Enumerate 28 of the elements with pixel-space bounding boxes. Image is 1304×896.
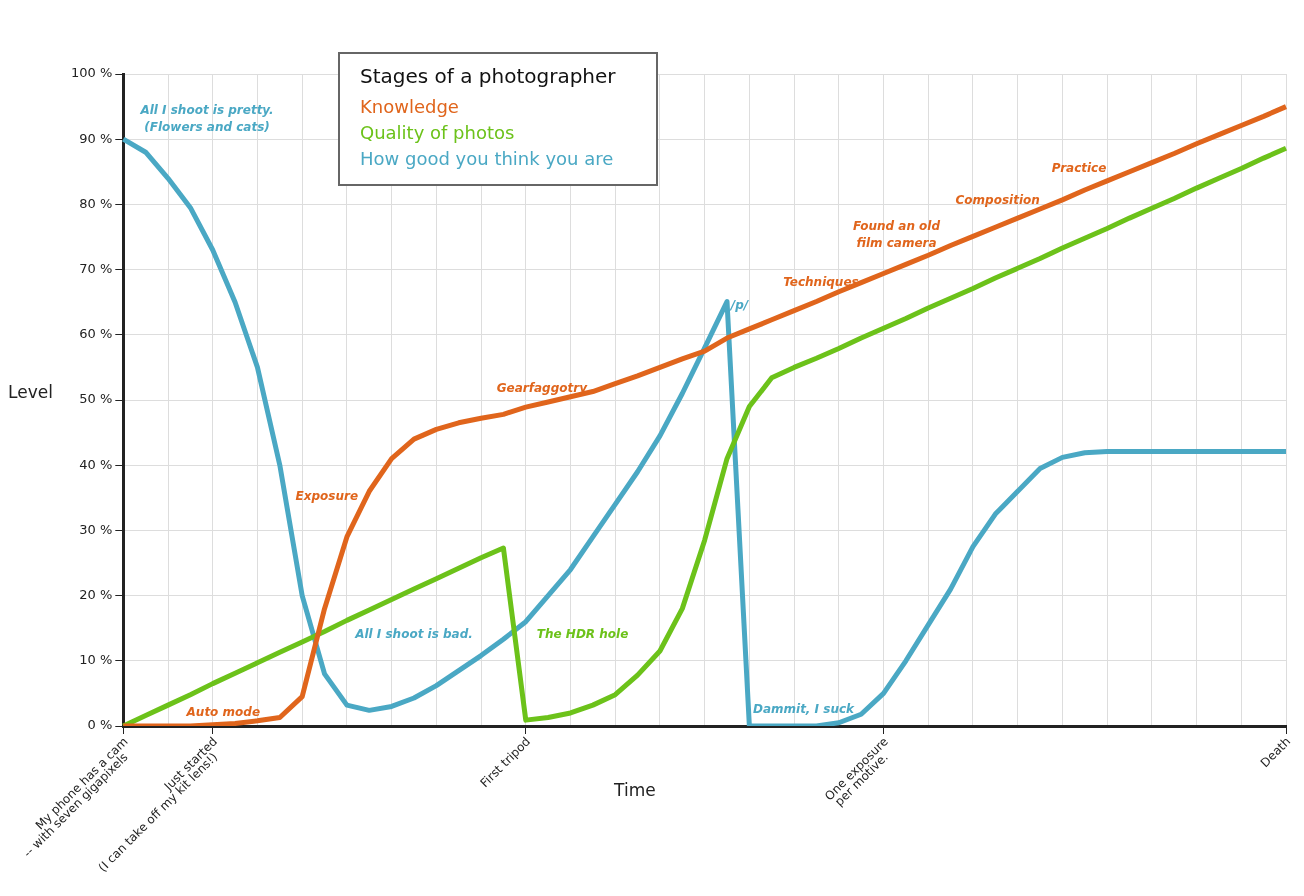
annotation: Composition xyxy=(955,193,1040,208)
y-tick-label: 80 % xyxy=(79,195,113,211)
annotation: Dammit, I suck xyxy=(752,701,856,716)
text: Knowledge xyxy=(360,95,460,119)
x-axis-title: Time xyxy=(613,780,656,801)
y-tick-label: 40 % xyxy=(79,456,113,472)
y-tick-label: 100 % xyxy=(70,65,113,81)
annotation: Found an old film camera xyxy=(852,219,941,251)
annotation: The HDR hole xyxy=(536,626,629,641)
y-tick-label: 0 % xyxy=(87,717,113,733)
y-tick-label: 90 % xyxy=(79,130,113,146)
y-tick-label: 50 % xyxy=(79,391,113,407)
annotation: All I shoot is bad. xyxy=(354,626,473,641)
y-tick-label: 60 % xyxy=(79,326,113,342)
annotation: Gearfaggotry xyxy=(496,381,589,396)
y-tick-label: 70 % xyxy=(79,260,113,276)
y-axis-title: Level xyxy=(8,381,53,402)
annotation: /p/ xyxy=(728,298,750,313)
y-tick-label: 30 % xyxy=(79,521,113,537)
annotation: Exposure xyxy=(295,488,359,503)
annotation: Practice xyxy=(1051,160,1107,175)
y-tick-label: 20 % xyxy=(79,586,113,602)
y-tick-label: 10 % xyxy=(79,652,113,668)
annotation: Auto mode xyxy=(185,705,261,720)
annotation: All I shoot is pretty. (Flowers and cats) xyxy=(139,103,274,135)
text: How good you think you are xyxy=(360,147,615,171)
legend-title: Stages of a photographer xyxy=(360,64,616,88)
text: Quality of photos xyxy=(360,121,516,145)
